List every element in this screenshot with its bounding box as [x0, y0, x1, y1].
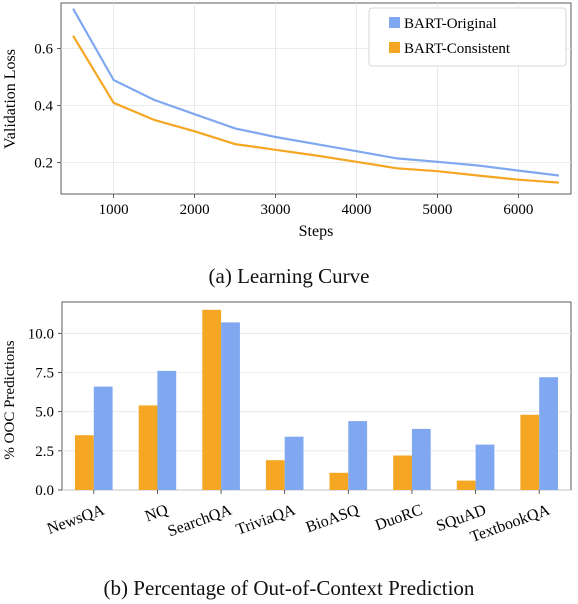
bar-bart-consistent-nq [138, 405, 158, 490]
line-x-tick-label: 2000 [180, 202, 210, 218]
legend-label-consistent: BART-Consistent [404, 41, 511, 57]
bar-category-label: DuoRC [373, 502, 425, 535]
legend-swatch-consistent [389, 42, 400, 53]
legend-swatch-original [389, 17, 400, 28]
bar-y-tick-label: 2.5 [35, 444, 54, 460]
bar-bart-consistent-textbookqa [520, 414, 540, 490]
bar-bart-consistent-triviaqa [265, 460, 285, 490]
caption-a: (a) Learning Curve [208, 264, 370, 288]
bar-bart-original-newsqa [93, 386, 113, 490]
line-series-bart-original [72, 8, 560, 177]
learning-curve-chart: 1000 2000 3000 4000 5000 6000 0.2 0.4 0.6 Steps… [2, 2, 572, 240]
bar-y-ticks: 0.0 2.5 5.0 7.5 10.0 [28, 326, 62, 499]
bar-bart-original-nq [157, 370, 177, 490]
bar-category-label: BioASQ [304, 501, 362, 536]
bar-category-label: NQ [143, 501, 171, 525]
line-y-tick-label: 0.2 [34, 156, 53, 172]
line-legend: BART-Original BART-Consistent [368, 7, 567, 67]
caption-b: (b) Percentage of Out-of-Context Predict… [103, 576, 475, 600]
line-series [72, 8, 560, 184]
line-x-tick-label: 3000 [261, 202, 291, 218]
line-x-ticks: 1000 2000 3000 4000 5000 6000 [99, 194, 533, 218]
bar-bart-consistent-searchqa [202, 309, 222, 490]
bar-y-tick-label: 10.0 [28, 326, 54, 342]
line-x-axis-label: Steps [299, 223, 334, 240]
bar-y-tick-label: 0.0 [35, 483, 54, 499]
bar-bart-original-textbookqa [539, 377, 558, 490]
line-x-tick-label: 1000 [99, 202, 129, 218]
bar-bart-original-triviaqa [284, 436, 304, 490]
legend-label-original: BART-Original [404, 16, 497, 32]
bar-y-axis-label: % OOC Predictions [2, 340, 18, 459]
line-x-tick-label: 6000 [503, 202, 533, 218]
bar-series [75, 309, 558, 490]
bar-bart-consistent-newsqa [75, 435, 94, 490]
bar-bart-original-searchqa [221, 322, 240, 490]
legend-box [368, 7, 567, 67]
line-y-tick-label: 0.6 [34, 42, 53, 58]
line-y-tick-label: 0.4 [34, 99, 53, 115]
bar-y-tick-label: 5.0 [35, 405, 54, 421]
bar-bart-original-squad [475, 444, 495, 490]
line-series-bart-consistent [72, 35, 559, 184]
bar-category-label: NewsQA [45, 501, 107, 537]
bar-bart-consistent-bioasq [329, 472, 349, 490]
bar-plot-area [61, 301, 572, 491]
bar-category-label: SearchQA [166, 501, 235, 540]
bar-bart-original-bioasq [348, 421, 368, 490]
line-y-ticks: 0.2 0.4 0.6 [34, 42, 61, 172]
bar-y-tick-label: 7.5 [35, 366, 54, 382]
bar-bart-original-duorc [411, 428, 431, 490]
bar-category-label: TriviaQA [234, 501, 298, 538]
line-y-axis-label: Validation Loss [2, 49, 19, 149]
line-x-tick-label: 5000 [422, 202, 452, 218]
line-x-tick-label: 4000 [341, 202, 371, 218]
bar-bart-consistent-duorc [393, 455, 412, 490]
bar-bart-consistent-squad [456, 480, 476, 490]
